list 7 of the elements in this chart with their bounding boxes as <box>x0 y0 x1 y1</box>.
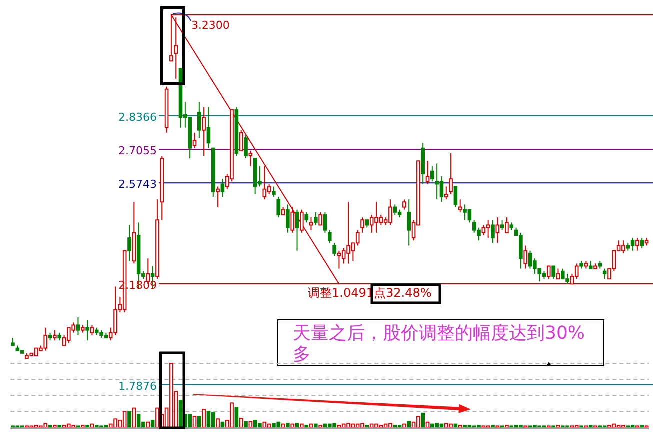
annotation: 调整1.0491点32.48% <box>308 286 432 300</box>
ref-line-label: 2.5743 <box>118 178 157 192</box>
ref-line-label: 2.8366 <box>118 110 157 124</box>
annotation: 天量之后，股价调整的幅度达到30%多 <box>293 323 586 365</box>
ref-line-label: 1.7876 <box>118 380 157 393</box>
ref-line-label: 2.7055 <box>118 144 157 158</box>
ref-line-label: 3.2300 <box>191 19 230 32</box>
